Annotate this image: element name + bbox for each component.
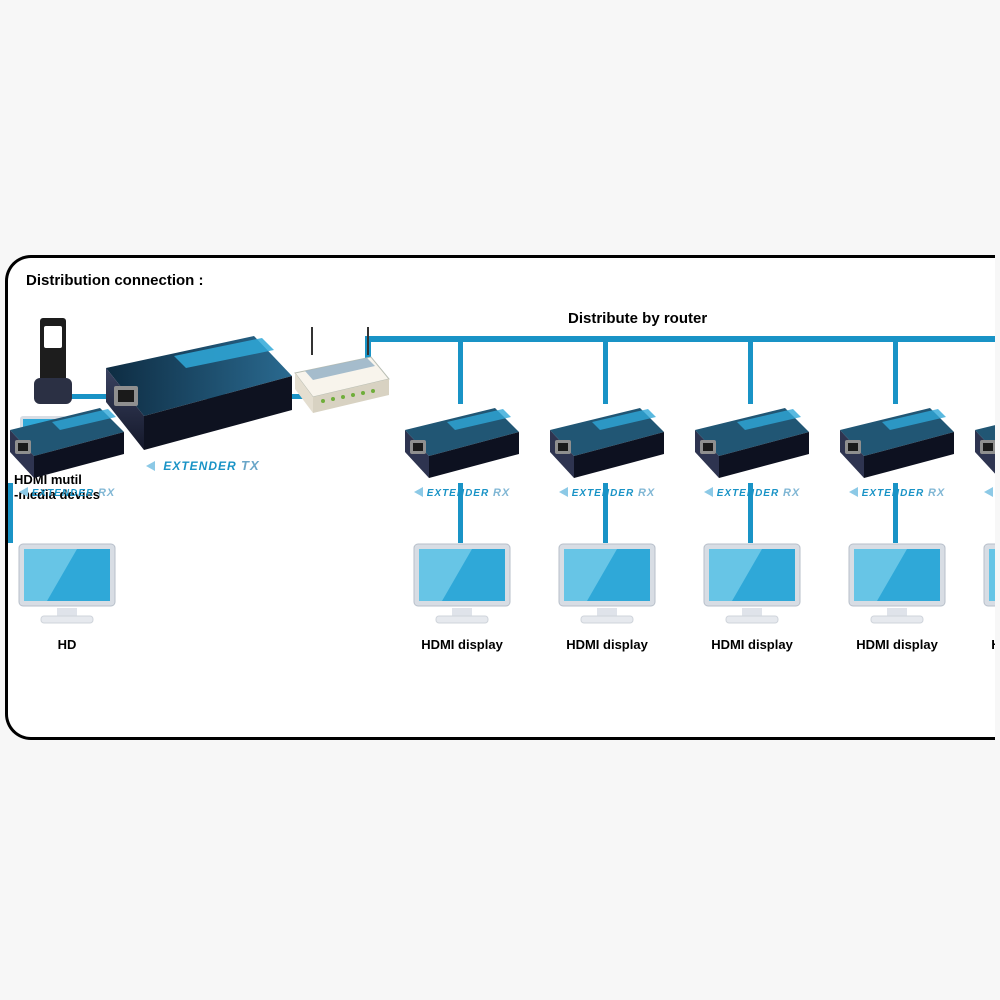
rx-suffix: RX — [493, 487, 510, 499]
monitor-icon — [412, 539, 512, 629]
feed-line — [458, 483, 463, 543]
bus-drop — [458, 342, 463, 404]
rx-suffix: RX — [638, 487, 655, 499]
display-label: HDMI display — [548, 637, 666, 652]
extender-tx-label: EXTENDER TX — [146, 458, 260, 473]
arrow-left-icon — [414, 487, 423, 497]
router-icon — [293, 353, 391, 423]
rx-suffix: RX — [783, 487, 800, 499]
diagram-title: Distribution connection : — [26, 272, 204, 289]
bus-drop — [748, 342, 753, 404]
arrow-left-icon — [19, 487, 28, 497]
extender-rx-label: EXTENDER RX — [8, 487, 126, 499]
receiver-column: EXTENDER RXHDMI display — [403, 402, 521, 702]
extender-rx-icon — [838, 402, 956, 480]
feed-line — [893, 483, 898, 543]
receiver-column: EXTENDER RXHDMI display — [693, 402, 811, 702]
display-label: HDMI display — [403, 637, 521, 652]
arrow-left-icon — [704, 487, 713, 497]
tx-suffix: TX — [241, 458, 260, 473]
display-label: HDMI display — [973, 637, 995, 652]
arrow-left-icon — [559, 487, 568, 497]
rx-suffix: RX — [928, 487, 945, 499]
diagram-frame: Distribution connection : Distribute by … — [5, 255, 995, 740]
arrow-left-icon — [984, 487, 993, 497]
extender-rx-icon — [8, 402, 126, 480]
extender-rx-icon — [548, 402, 666, 480]
display-label: HDMI display — [693, 637, 811, 652]
bus-drop — [893, 342, 898, 404]
monitor-icon — [557, 539, 657, 629]
monitor-icon — [702, 539, 802, 629]
rx-suffix: RX — [98, 487, 115, 499]
display-label: HDMI display — [838, 637, 956, 652]
arrow-left-icon — [849, 487, 858, 497]
antenna-icon — [367, 327, 369, 355]
feed-line — [8, 483, 13, 543]
receiver-column: EXTENDER RXHDMI display — [548, 402, 666, 702]
monitor-icon — [847, 539, 947, 629]
extender-rx-label: EXTENDER RX — [973, 487, 995, 499]
receiver-column: EXTENDER RX HD — [8, 402, 126, 702]
rx-prefix: EXTENDER — [32, 488, 94, 499]
tx-prefix: EXTENDER — [163, 459, 236, 473]
receiver-column: EXTENDER RX HDMI display — [973, 402, 995, 702]
bus-drop — [603, 342, 608, 404]
extender-rx-icon — [693, 402, 811, 480]
extender-rx-icon — [403, 402, 521, 480]
bus-label: Distribute by router — [568, 310, 707, 327]
monitor-icon — [17, 539, 117, 629]
extender-tx-icon — [104, 328, 294, 453]
receiver-column: EXTENDER RXHDMI display — [838, 402, 956, 702]
arrow-left-icon — [146, 461, 155, 471]
monitor-icon — [982, 539, 995, 629]
feed-line — [748, 483, 753, 543]
display-label: HD — [8, 637, 126, 652]
antenna-icon — [311, 327, 313, 355]
feed-line — [603, 483, 608, 543]
extender-rx-icon — [973, 402, 995, 480]
